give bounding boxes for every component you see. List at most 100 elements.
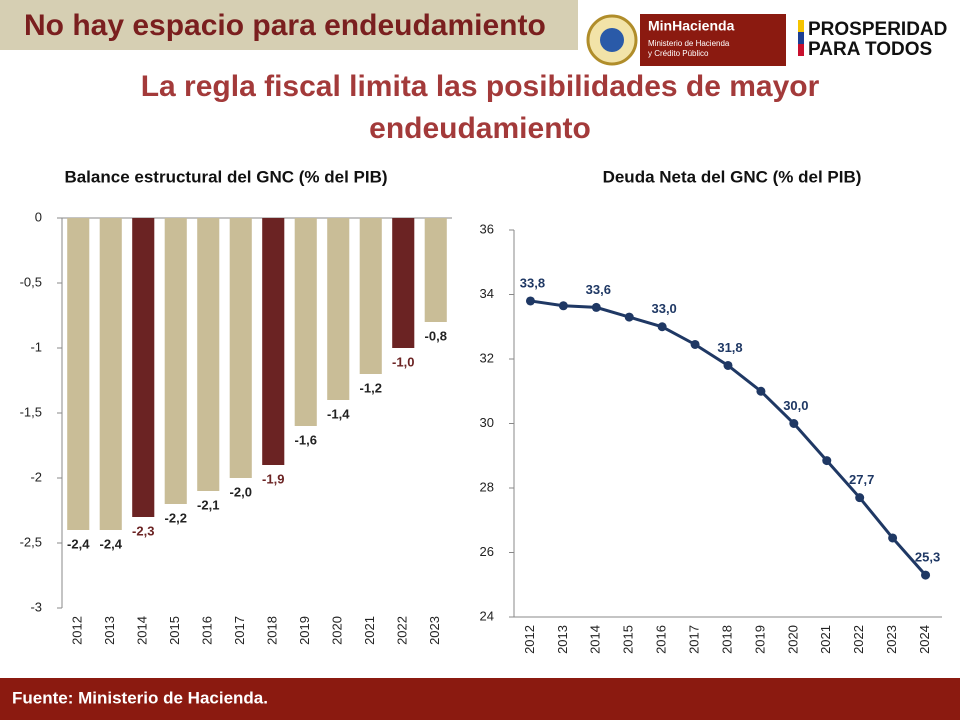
value-label: 25,3 — [915, 550, 940, 565]
x-tick-label: 2021 — [818, 625, 833, 654]
value-label: -1,4 — [327, 406, 350, 421]
footer-bg — [0, 678, 960, 720]
value-label: -2,0 — [230, 484, 252, 499]
x-tick-label: 2022 — [395, 616, 410, 645]
bar — [424, 218, 447, 322]
x-tick-label: 2012 — [70, 616, 85, 645]
x-tick-label: 2017 — [687, 625, 702, 654]
chart-title: Deuda Neta del GNC (% del PIB) — [603, 167, 862, 186]
value-label: -2,1 — [197, 497, 219, 512]
x-tick-label: 2017 — [232, 616, 247, 645]
banner-bg — [0, 0, 578, 50]
y-tick-label: -3 — [30, 599, 42, 614]
y-tick-label: 26 — [480, 544, 494, 559]
y-tick-label: 34 — [480, 286, 494, 301]
value-label: -2,3 — [132, 523, 154, 538]
bar — [164, 218, 187, 504]
bar — [327, 218, 350, 400]
ministry-logo — [640, 14, 786, 66]
point — [822, 456, 832, 466]
flag-stripe — [798, 44, 804, 56]
x-tick-label: 2015 — [167, 616, 182, 645]
bar — [294, 218, 317, 426]
bar — [132, 218, 155, 517]
value-label: -1,9 — [262, 471, 284, 486]
point — [756, 386, 766, 396]
value-label: 31,8 — [717, 340, 742, 355]
value-label: -2,4 — [100, 536, 123, 551]
point — [855, 493, 865, 503]
y-tick-label: 28 — [480, 479, 494, 494]
x-tick-label: 2024 — [917, 625, 932, 654]
chart-title: Balance estructural del GNC (% del PIB) — [64, 167, 387, 186]
point — [888, 533, 898, 543]
bar — [229, 218, 252, 478]
x-tick-label: 2023 — [884, 625, 899, 654]
x-tick-label: 2016 — [654, 625, 669, 654]
y-tick-label: 0 — [35, 209, 42, 224]
coat-of-arms-center — [600, 28, 624, 52]
bar — [392, 218, 415, 348]
value-label: -1,0 — [392, 354, 414, 369]
slide-title: La regla fiscal limita las posibilidades… — [141, 70, 820, 103]
point — [657, 322, 667, 332]
flag-stripe — [798, 32, 804, 44]
value-label: 27,7 — [849, 472, 874, 487]
bar — [262, 218, 285, 465]
slogan: PROSPERIDAD — [808, 19, 947, 40]
bar — [359, 218, 382, 374]
y-tick-label: 30 — [480, 415, 494, 430]
x-tick-label: 2019 — [752, 625, 767, 654]
point — [591, 302, 601, 312]
banner: No hay espacio para endeudamiento — [24, 9, 546, 42]
value-label: 33,8 — [520, 275, 545, 290]
point — [690, 339, 700, 349]
x-tick-label: 2014 — [135, 616, 150, 645]
slogan: PARA TODOS — [808, 39, 932, 60]
point — [558, 301, 568, 311]
flag-stripe — [798, 20, 804, 32]
y-tick-label: -1,5 — [20, 404, 42, 419]
slide-title: endeudamiento — [369, 112, 591, 145]
y-tick-label: -1 — [30, 339, 42, 354]
y-tick-label: -2,5 — [20, 534, 42, 549]
x-tick-label: 2013 — [555, 625, 570, 654]
x-tick-label: 2013 — [102, 616, 117, 645]
x-tick-label: 2022 — [851, 625, 866, 654]
bar — [197, 218, 220, 491]
x-tick-label: 2020 — [785, 625, 800, 654]
x-tick-label: 2015 — [621, 625, 636, 654]
value-label: 33,6 — [586, 282, 611, 297]
x-tick-label: 2018 — [719, 625, 734, 654]
value-label: -2,4 — [67, 536, 90, 551]
y-tick-label: 32 — [480, 350, 494, 365]
point — [723, 360, 733, 370]
ministry-name: MinHacienda — [648, 18, 735, 34]
x-tick-label: 2014 — [588, 625, 603, 654]
ministry-line: Ministerio de Hacienda — [648, 39, 730, 48]
x-tick-label: 2012 — [522, 625, 537, 654]
footer: Fuente: Ministerio de Hacienda. — [12, 688, 268, 707]
x-tick-label: 2023 — [427, 616, 442, 645]
ministry-line: y Crédito Público — [648, 49, 709, 58]
y-tick-label: -2 — [30, 469, 42, 484]
value-label: -0,8 — [425, 328, 447, 343]
bar — [67, 218, 90, 530]
point — [525, 296, 535, 306]
value-label: 30,0 — [783, 398, 808, 413]
bar — [99, 218, 122, 530]
value-label: -1,2 — [360, 380, 382, 395]
x-tick-label: 2018 — [265, 616, 280, 645]
value-label: 33,0 — [651, 301, 676, 316]
y-tick-label: -0,5 — [20, 274, 42, 289]
x-tick-label: 2020 — [330, 616, 345, 645]
value-label: -2,2 — [165, 510, 187, 525]
x-tick-label: 2019 — [297, 616, 312, 645]
point — [624, 312, 634, 322]
x-tick-label: 2016 — [200, 616, 215, 645]
point — [789, 419, 799, 428]
y-tick-label: 24 — [480, 608, 494, 623]
y-tick-label: 36 — [480, 221, 494, 236]
value-label: -1,6 — [295, 432, 317, 447]
